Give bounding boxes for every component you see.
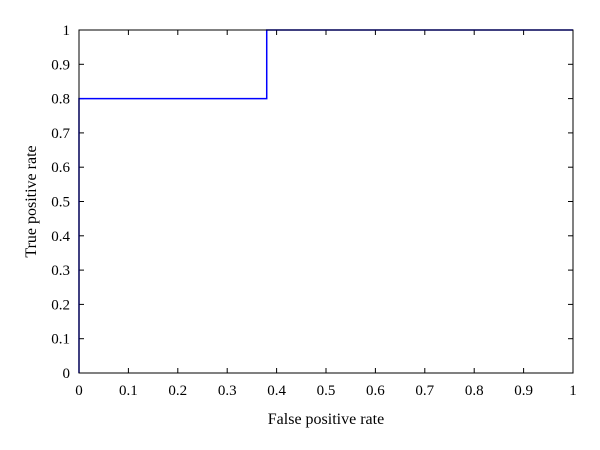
x-tick-label: 0	[75, 383, 83, 399]
x-tick-label: 0.8	[465, 383, 484, 399]
y-tick-label: 0.7	[51, 126, 70, 142]
y-tick-label: 1	[63, 23, 71, 39]
y-tick-label: 0.2	[51, 297, 70, 313]
y-tick-label: 0.6	[51, 160, 70, 176]
x-tick-label: 1	[569, 383, 577, 399]
x-tick-label: 0.5	[317, 383, 336, 399]
y-tick-label: 0.4	[51, 229, 70, 245]
x-tick-label: 0.2	[168, 383, 187, 399]
y-tick-label: 0.1	[51, 332, 70, 348]
x-tick-label: 0.9	[514, 383, 533, 399]
x-tick-label: 0.7	[415, 383, 434, 399]
x-tick-label: 0.6	[366, 383, 385, 399]
x-tick-label: 0.3	[218, 383, 237, 399]
y-tick-label: 0.8	[51, 92, 70, 108]
y-tick-label: 0	[63, 366, 71, 382]
y-tick-label: 0.9	[51, 57, 70, 73]
y-axis-title: True positive rate	[23, 145, 40, 257]
x-axis-ticks: 0 0.1 0.2 0.3 0.4 0.5 0.6 0.7 0.8 0.9 1	[75, 30, 577, 399]
y-tick-label: 0.5	[51, 195, 70, 211]
y-tick-label: 0.3	[51, 263, 70, 279]
y-axis-ticks: 0 0.1 0.2 0.3 0.4 0.5 0.6 0.7 0.8 0.9 1	[51, 23, 573, 382]
x-axis-title: False positive rate	[268, 411, 384, 428]
x-tick-label: 0.4	[267, 383, 286, 399]
plot-area-frame	[78, 29, 574, 374]
x-tick-label: 0.1	[119, 383, 138, 399]
